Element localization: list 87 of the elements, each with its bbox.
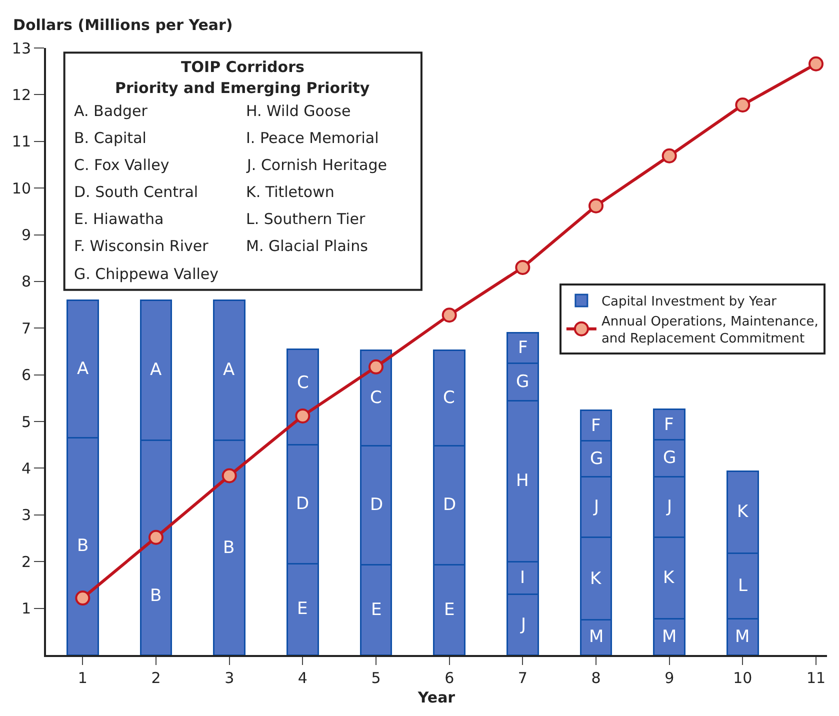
y-tick-label: 3 (21, 506, 31, 524)
data-label: E (297, 599, 308, 619)
data-label: J (520, 615, 526, 635)
annotation: K. Titletown (246, 183, 334, 201)
annotation: J. Cornish Heritage (246, 156, 387, 174)
y-tick-label: 10 (12, 179, 31, 198)
data-label: H (516, 471, 529, 491)
y-tick-label: 2 (21, 552, 31, 571)
data-label: G (516, 372, 530, 392)
data-label: D (443, 495, 456, 515)
annotation: H. Wild Goose (246, 102, 351, 120)
point (588, 198, 604, 214)
y-tick-label: 9 (21, 226, 31, 244)
point (735, 97, 750, 112)
data-label: K (590, 569, 602, 589)
data-label: D (370, 495, 384, 515)
point (222, 468, 237, 484)
data-label: A (223, 360, 235, 380)
annotation: I. Peace Memorial (246, 129, 379, 147)
y-tick-label: 8 (21, 272, 31, 291)
x-tick-label: 2 (151, 669, 161, 687)
point (808, 56, 824, 72)
annotation: A. Badger (74, 102, 148, 120)
y-axis-title: Dollars (Millions per Year) (13, 16, 233, 34)
data-label: B (77, 536, 89, 556)
annotation: Priority and Emerging Priority (115, 79, 370, 97)
data-label: B (150, 586, 162, 606)
data-label: G (663, 448, 676, 468)
y-tick-label: 4 (21, 459, 31, 478)
data-label: B (223, 538, 235, 558)
point (515, 260, 530, 275)
data-label: C (297, 373, 309, 393)
data-label: C (370, 388, 382, 408)
x-tick-label: 5 (371, 669, 381, 687)
data-label: M (589, 627, 604, 647)
point (368, 359, 384, 374)
legend-label: Annual Operations, Maintenance, and Replacement Commitment (601, 314, 818, 346)
point (442, 308, 457, 323)
annotation: E. Hiawatha (74, 210, 164, 228)
annotation: F. Wisconsin River (74, 237, 210, 255)
x-tick-label: 7 (518, 669, 528, 687)
x-tick-label: 4 (298, 669, 308, 687)
x-tick-label: 1 (78, 669, 88, 687)
y-tick-label: 1 (21, 600, 31, 618)
y-tick-label: 6 (21, 366, 31, 384)
annotation: B. Capital (74, 129, 146, 147)
data-label: K (737, 502, 749, 522)
annotation: G. Chippewa Valley (74, 265, 219, 283)
point (75, 590, 90, 606)
annotation: D. South Central (74, 183, 198, 201)
data-label: M (662, 627, 677, 647)
point (662, 148, 677, 164)
data-label: D (296, 494, 310, 514)
data-label: J (666, 497, 672, 517)
point (148, 530, 164, 545)
x-tick-label: 11 (806, 669, 826, 687)
x-tick-label: 3 (224, 669, 234, 687)
data-label: K (663, 568, 675, 588)
y-tick-label: 13 (12, 39, 31, 58)
annotation: M. Glacial Plains (246, 237, 368, 255)
x-tick-label: 9 (664, 669, 674, 687)
y-tick-label: 7 (21, 319, 31, 338)
y-tick-label: 11 (12, 132, 31, 151)
data-label: F (591, 416, 601, 436)
y-tick-label: 5 (21, 412, 31, 431)
data-label: C (443, 388, 455, 408)
legend-label: Capital Investment by Year (601, 294, 778, 310)
data-label: M (735, 627, 750, 647)
x-axis-title: Year (416, 688, 456, 706)
data-label: J (593, 497, 600, 517)
data-label: A (150, 360, 162, 380)
annotation: TOIP Corridors (181, 58, 304, 76)
data-label: L (738, 576, 748, 596)
y-tick-label: 12 (12, 86, 31, 104)
x-tick-label: 8 (591, 669, 601, 687)
x-tick-label: 6 (444, 669, 454, 687)
annotation: C. Fox Valley (74, 156, 170, 174)
data-label: G (590, 449, 604, 469)
data-label: E (371, 600, 382, 620)
data-label: A (77, 359, 89, 379)
point (295, 408, 310, 424)
data-label: F (518, 338, 528, 358)
x-tick-label: 10 (733, 669, 752, 687)
data-label: I (520, 568, 526, 588)
data-label: F (664, 415, 674, 435)
data-label: E (444, 600, 455, 620)
annotation: L. Southern Tier (246, 210, 366, 228)
